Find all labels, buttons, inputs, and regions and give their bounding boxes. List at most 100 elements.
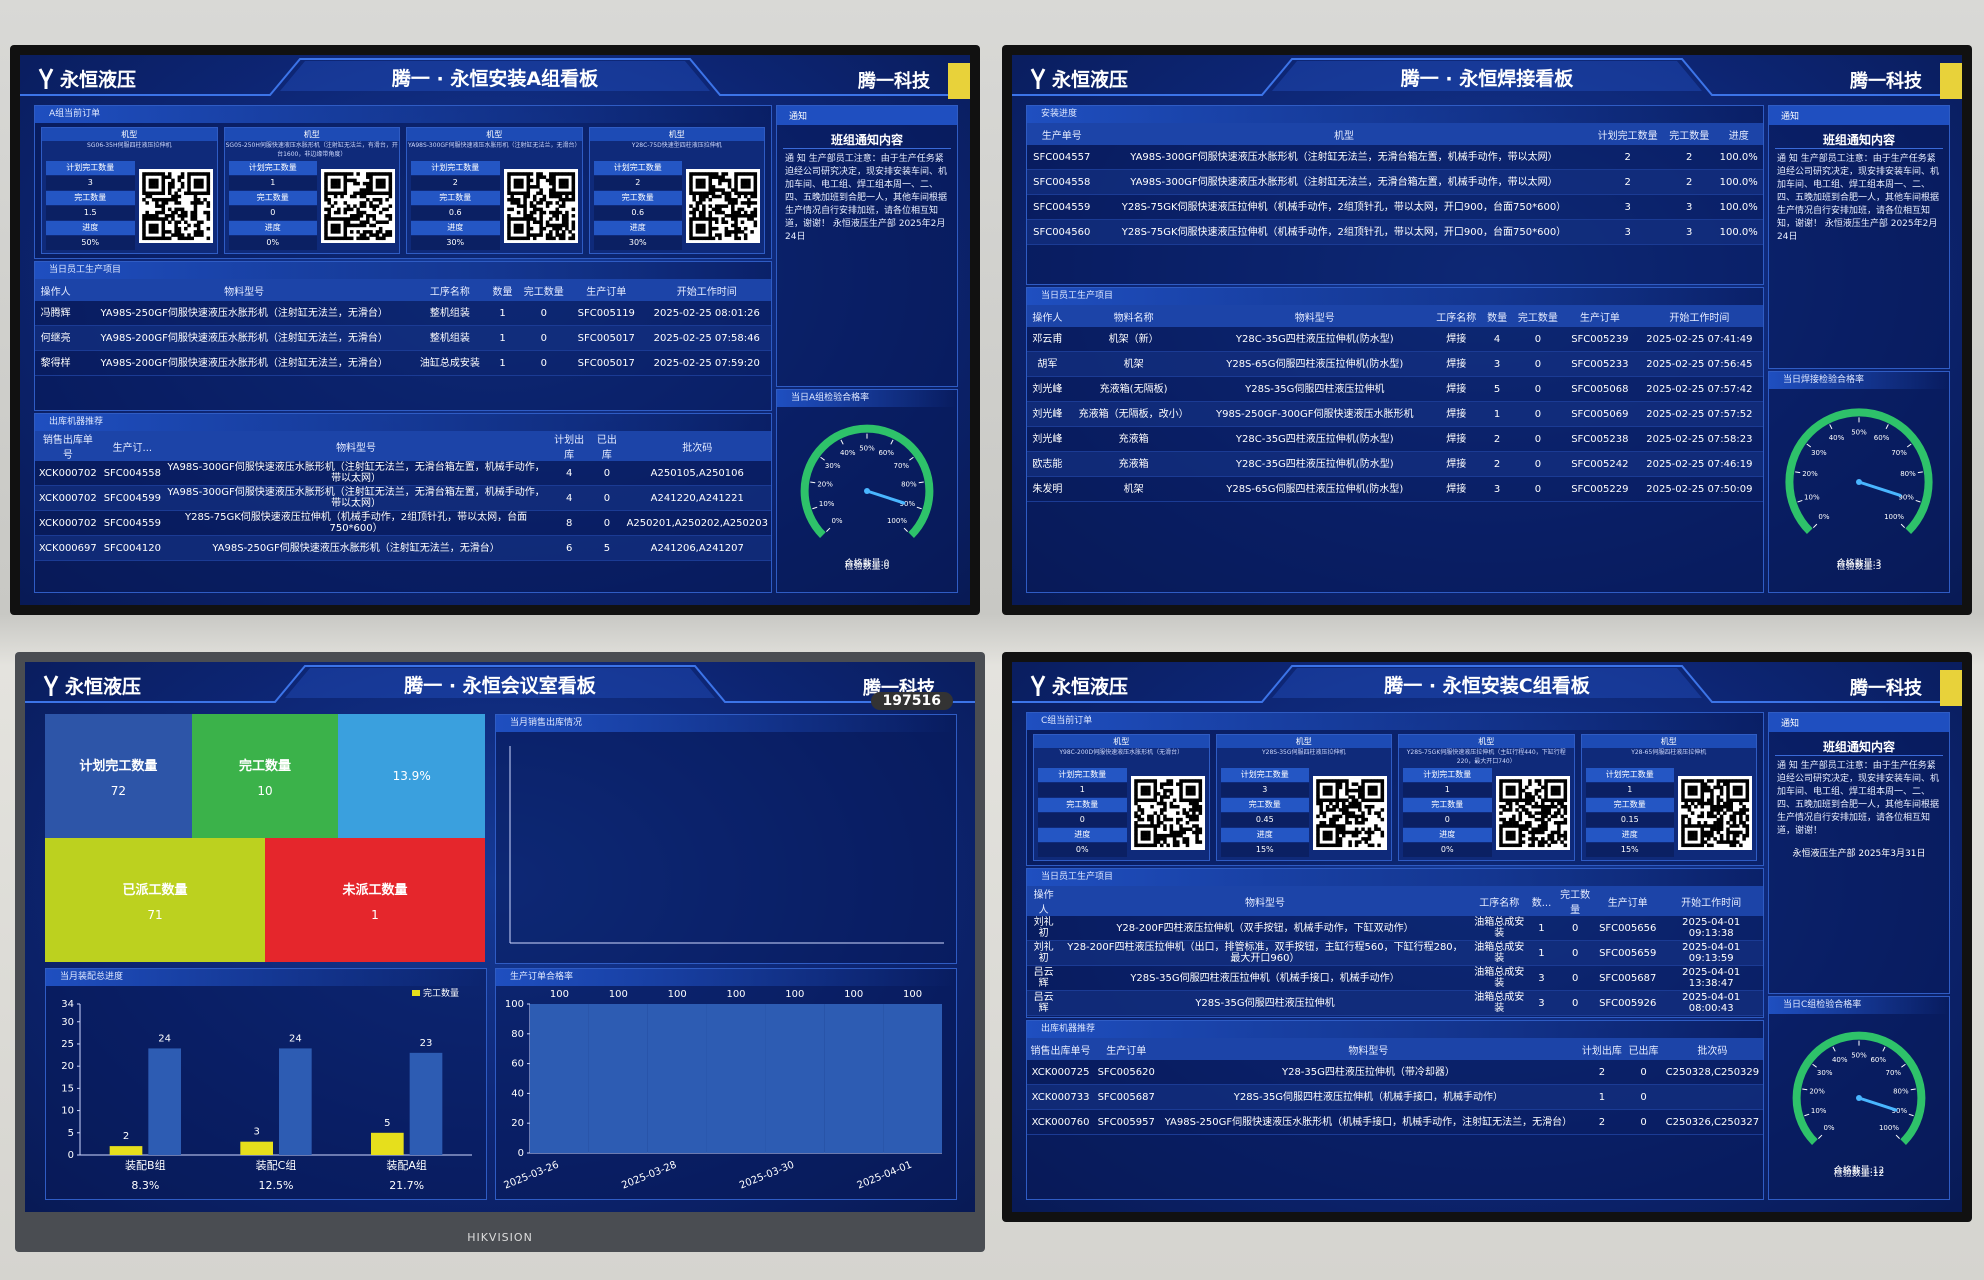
qr-module [513, 197, 517, 202]
qr-module [1198, 788, 1202, 793]
qr-module [1511, 792, 1516, 796]
qr-module [1153, 792, 1157, 796]
qr-module [1508, 798, 1512, 803]
qr-module [1140, 837, 1144, 841]
qr-module [695, 217, 700, 221]
qr-module [1185, 779, 1189, 783]
qr-module [1527, 792, 1532, 796]
qr-module [692, 191, 696, 196]
qr-module [571, 236, 575, 241]
qr-module [1133, 837, 1138, 841]
qr-module [1367, 788, 1372, 793]
field-value: 15% [1220, 843, 1309, 857]
column-header: 批次码 [623, 431, 771, 461]
notice-tab: 通知 [1769, 713, 1949, 732]
qr-module [561, 233, 565, 237]
qr-module [1706, 798, 1711, 803]
qr-module [1735, 830, 1740, 835]
qr-module [141, 226, 146, 231]
qr-module [141, 220, 146, 224]
qr-module [558, 233, 562, 237]
qr-module [1194, 779, 1199, 783]
qr-module [1377, 811, 1381, 815]
qr-module [1684, 814, 1688, 819]
qr-module [1341, 824, 1346, 828]
qr-module [1735, 811, 1740, 815]
qr-module [151, 172, 155, 176]
qr-module [538, 214, 543, 218]
qr-module [327, 207, 331, 212]
qr-module [561, 217, 565, 221]
qr-module [1341, 833, 1346, 838]
qr-module [324, 172, 328, 176]
table-cell: 100.0% [1714, 194, 1763, 220]
qr-module [1348, 830, 1352, 835]
qr-module [324, 181, 328, 186]
column-header: 操作人 [1027, 305, 1068, 327]
qr-module [1518, 782, 1522, 786]
qr-module [689, 236, 693, 241]
qr-module [1505, 843, 1509, 848]
notice-text: 通 知 生产部员工注意：由于生产任务紧迫经公司研究决定，现安排安装车间、机加车间… [785, 154, 948, 242]
qr-module [199, 220, 204, 224]
qr-module [561, 223, 565, 228]
qr-module [324, 236, 328, 241]
qr-module [1729, 798, 1733, 803]
qr-module [1694, 779, 1698, 783]
qr-module [692, 217, 696, 221]
qr-module [340, 191, 344, 196]
qr-module [516, 230, 520, 234]
qr-module [1354, 833, 1359, 838]
qr-module [346, 172, 351, 176]
qr-module [532, 217, 536, 221]
qr-module [698, 194, 703, 199]
qr-module [1178, 830, 1183, 835]
x-tick-label: 2025-04-01 [856, 1160, 914, 1192]
qr-module [1739, 843, 1743, 848]
qr-module [1361, 785, 1365, 790]
qr-module [1700, 792, 1705, 796]
qr-module [1719, 785, 1724, 790]
qr-module [1530, 840, 1535, 844]
qr-module [1501, 817, 1506, 822]
qr-module [538, 226, 543, 231]
column-header: 已出库 [590, 431, 624, 461]
qr-module [1553, 788, 1557, 793]
qr-module [721, 220, 725, 224]
qr-module [532, 194, 536, 199]
table-cell: SFC005239 [1563, 327, 1636, 352]
qr-module [1690, 830, 1695, 835]
table-cell: 2025-02-25 07:50:09 [1635, 476, 1763, 502]
qr-module [1537, 817, 1541, 822]
qr-module [519, 226, 524, 231]
table-cell: 6 [548, 535, 591, 561]
qr-module [1543, 792, 1548, 796]
qr-module [1684, 779, 1688, 783]
qr-module [1332, 808, 1336, 812]
qr-module [1726, 808, 1730, 812]
qr-module [382, 181, 386, 186]
qr-module [1140, 833, 1144, 838]
qr-module [1723, 840, 1727, 844]
qr-module [1690, 811, 1695, 815]
qr-module [1316, 824, 1320, 828]
qr-module [333, 172, 338, 176]
qr-module [1508, 785, 1512, 790]
table-cell: 刘礼初 [1027, 916, 1061, 941]
table-cell: 充液箱 [1067, 451, 1200, 477]
qr-module [337, 207, 341, 212]
table-cell: SFC005659 [1596, 940, 1660, 966]
qr-module [689, 233, 693, 237]
qr-module [1194, 814, 1199, 819]
qr-module [1694, 837, 1698, 841]
qr-module [337, 210, 341, 215]
qr-module [378, 191, 383, 196]
qr-module [1198, 840, 1202, 844]
qr-module [186, 185, 191, 189]
qr-module [526, 188, 530, 192]
qr-module [1700, 801, 1705, 806]
qr-module [1140, 785, 1144, 790]
qr-module [1153, 795, 1157, 799]
qr-module [734, 236, 738, 241]
bar [240, 1141, 273, 1155]
